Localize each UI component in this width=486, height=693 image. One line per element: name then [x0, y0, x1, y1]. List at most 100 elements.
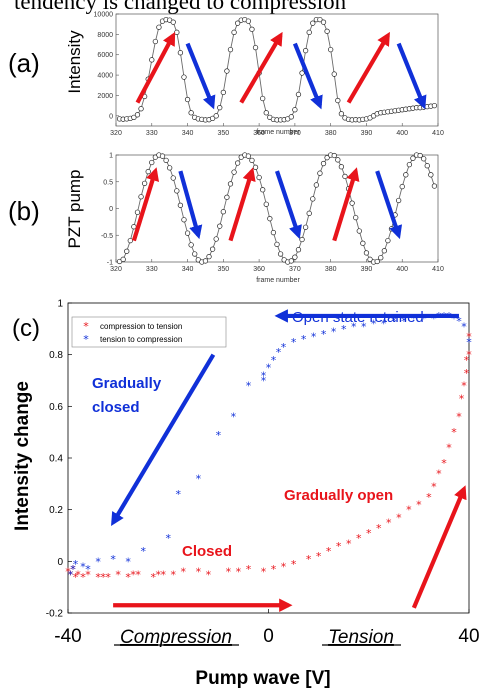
panel-a-data-point	[181, 74, 187, 80]
tension-to-compression-point: *	[266, 362, 272, 375]
tension-to-compression-point: *	[246, 380, 252, 393]
panel-b-data-point	[349, 200, 355, 206]
panel-b-data-point	[424, 163, 430, 169]
panel-b-ytick-label: 0.5	[103, 179, 113, 186]
compression-to-tension-point: *	[431, 480, 437, 493]
panel-a-data-point	[288, 114, 294, 120]
panel-b-ytick-label: 0	[109, 206, 113, 213]
panel-a-ytick-label: 10000	[94, 12, 114, 19]
panel-b-label: (b)	[8, 196, 40, 226]
compression-to-tension-point: *	[464, 367, 470, 380]
panel-a-data-point	[188, 110, 194, 116]
panel-b-data-point	[263, 201, 269, 207]
tension-to-compression-point: *	[361, 320, 367, 333]
header-fragment: tendency is changed to compression	[0, 0, 486, 14]
tension-to-compression-point: *	[70, 563, 76, 576]
panel-b-data-point	[406, 161, 413, 168]
compression-to-tension-point: *	[160, 568, 166, 581]
panel-a-xtick-label: 340	[182, 130, 194, 137]
legend-box	[71, 316, 227, 348]
tension-to-compression-point: *	[140, 545, 146, 558]
annotation-closed-blue: closed	[92, 399, 140, 416]
panel-a-data-point	[152, 38, 159, 45]
compression-to-tension-point: *	[80, 571, 86, 584]
panel-a-xtick-label: 350	[217, 130, 229, 137]
panel-b-data-point	[192, 251, 198, 257]
panel-a-data-point	[295, 91, 302, 98]
panel-b-data-point	[417, 152, 423, 159]
panel-b-data-point	[399, 183, 405, 190]
compression-to-tension-point: *	[75, 568, 81, 581]
panel-a-xlabel: frame number	[256, 129, 300, 136]
panel-b-data-point	[421, 156, 427, 162]
panel-c-xtick-label: 0	[263, 626, 274, 647]
panel-b-data-point	[270, 229, 277, 236]
panel-b-data-point	[206, 253, 212, 260]
panel-c-ytick-label: 0.2	[49, 505, 63, 516]
panel-b-ylabel: PZT pump	[65, 169, 84, 248]
compression-to-tension-point: *	[73, 571, 79, 584]
compression-to-tension-point: *	[336, 540, 342, 553]
compression-label: Compression	[120, 627, 232, 648]
panel-b-data-point	[428, 172, 434, 178]
panel-a-data-point	[292, 107, 298, 113]
panel-b-data-point	[249, 157, 255, 164]
tension-to-compression-point: *	[85, 563, 91, 576]
panel-b-xtick-label: 370	[289, 266, 301, 273]
panel-b-data-point	[245, 153, 252, 159]
compression-to-tension-point: *	[446, 442, 452, 455]
panel-b-data-point	[159, 153, 166, 159]
tension-to-compression-point: *	[80, 561, 86, 574]
annotation-closed-red: Closed	[182, 543, 232, 560]
panel-b-data-point	[224, 194, 230, 200]
tension-to-compression-point: *	[461, 320, 467, 333]
tension-to-compression-point: *	[216, 429, 222, 442]
tension-to-compression-point: *	[341, 323, 347, 336]
panel-a-blue-arrow	[396, 42, 427, 110]
panel-c-ytick-label: 1	[57, 299, 63, 310]
panel-b-ytick-label: -1	[107, 260, 113, 267]
tension-to-compression-point: *	[261, 369, 267, 382]
compression-to-tension-point: *	[100, 571, 106, 584]
panel-b-data-point	[295, 247, 302, 253]
panel-a-data-point	[231, 29, 237, 35]
panel-b-red-arrow	[131, 167, 160, 242]
annotation-gradually-open: Gradually open	[284, 487, 393, 504]
panel-c-ytick-label: 0.6	[49, 402, 63, 413]
panel-b-xtick-label: 320	[110, 266, 122, 273]
tension-to-compression-point: *	[231, 411, 237, 424]
tension-to-compression-point: *	[110, 553, 116, 566]
tension-to-compression-point: *	[166, 532, 172, 545]
tension-to-compression-point: *	[456, 315, 462, 328]
panel-b-ytick-label: 1	[109, 153, 113, 160]
panel-a-data-point	[220, 89, 226, 96]
panel-b-ytick-label: -0.5	[101, 233, 113, 240]
compression-to-tension-point: *	[246, 563, 252, 576]
legend-marker-blue: *	[83, 333, 89, 346]
panel-b-data-point	[127, 237, 133, 244]
compression-to-tension-point: *	[386, 517, 392, 530]
panel-a-data-point	[174, 29, 180, 35]
compression-to-tension-point: *	[236, 566, 242, 579]
annotation-open-state-retained: Open state retained	[292, 309, 424, 326]
panel-b-data-point	[138, 194, 144, 200]
panel-a-ylabel: Intensity	[65, 30, 84, 94]
compression-to-tension-point: *	[281, 561, 287, 574]
compression-to-tension-point: *	[436, 468, 442, 481]
tension-to-compression-point: *	[401, 315, 407, 328]
panel-a-red-arrow	[239, 31, 283, 104]
panel-b-data-point	[184, 230, 191, 236]
panel-b: (b) PZT pump 320 330 340 350 360 370 380 390 400…	[8, 152, 444, 284]
panel-a-data-point	[335, 97, 341, 104]
panel-b-data-point	[381, 248, 387, 254]
panel-b-data-point	[231, 169, 237, 175]
compression-to-tension-point: *	[459, 393, 465, 406]
panel-b-blue-arrow	[178, 170, 203, 240]
compression-to-tension-point: *	[155, 568, 161, 581]
panel-b-data-point	[174, 188, 180, 194]
panel-b-data-point	[292, 254, 298, 260]
panel-b-xtick-label: 350	[217, 266, 229, 273]
compression-to-tension-point: *	[441, 457, 447, 470]
compression-to-tension-point: *	[115, 568, 121, 581]
